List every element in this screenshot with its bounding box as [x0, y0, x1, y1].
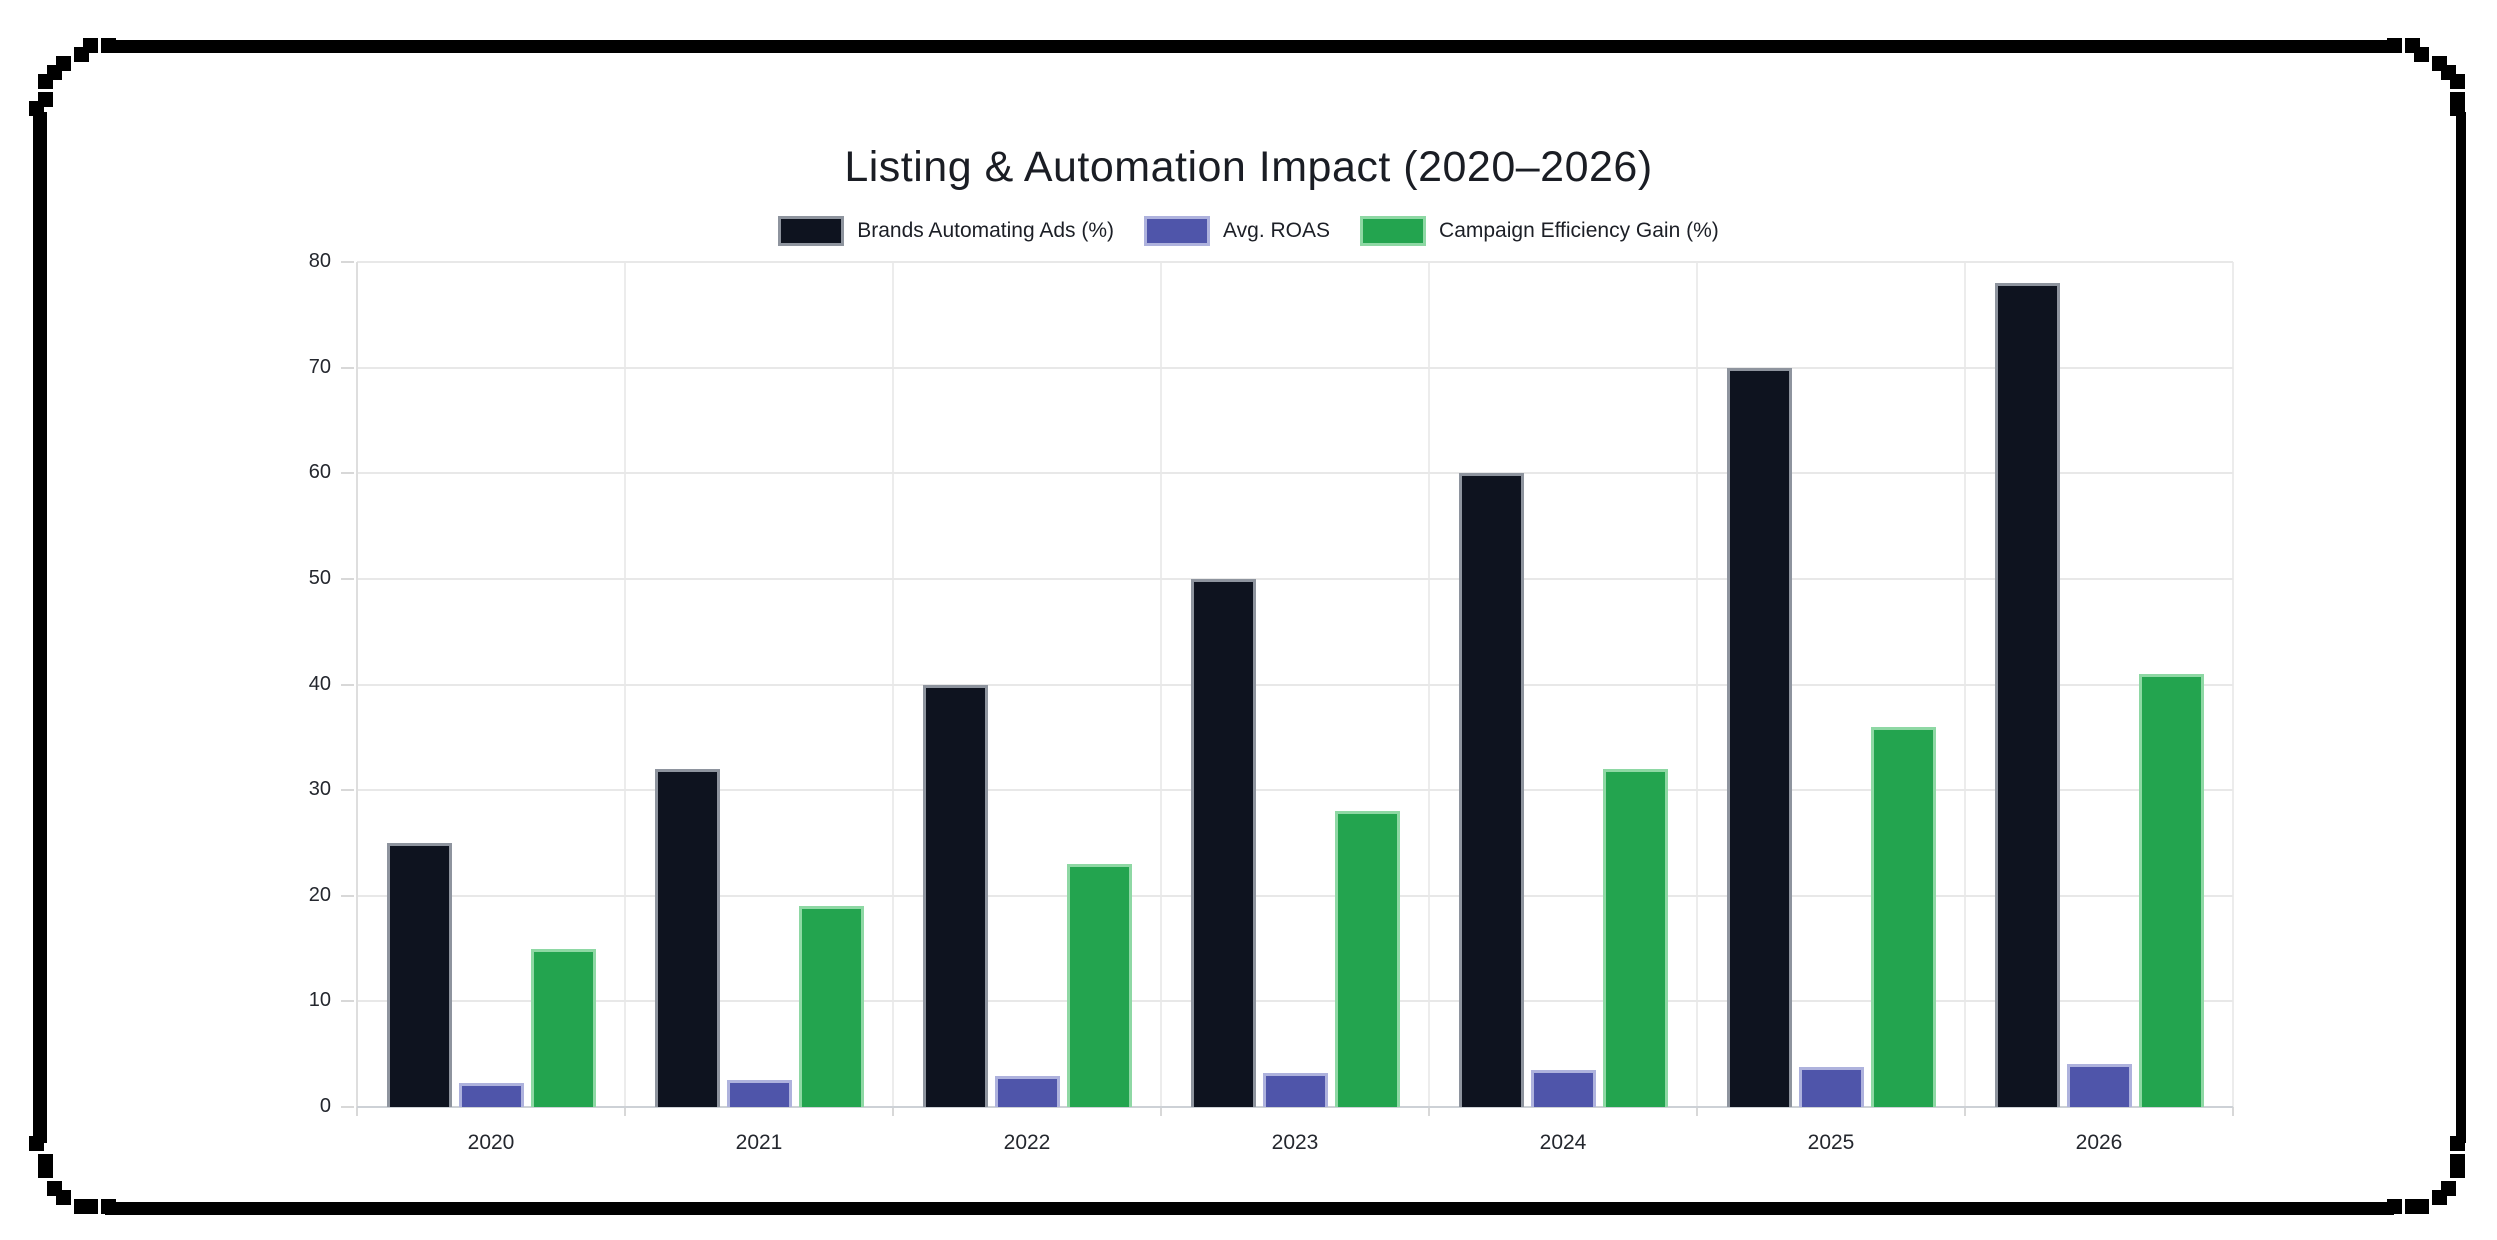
x-tick-label: 2025 [1807, 1131, 1855, 1154]
bar-campaign-efficiency-gain-2021 [798, 906, 864, 1107]
gridline-horizontal [357, 261, 2233, 263]
gridline-horizontal [357, 577, 2233, 580]
y-tick-label: 60 [308, 461, 331, 484]
legend-item-avg-roas[interactable]: Avg. ROAS [1144, 216, 1330, 246]
x-tick-label: 2020 [467, 1131, 515, 1154]
bar-campaign-efficiency-gain-2026 [2138, 673, 2204, 1107]
x-axis-tick [892, 1107, 894, 1116]
bar-campaign-efficiency-gain-2024 [1602, 769, 1668, 1107]
y-tick-label: 20 [308, 883, 331, 906]
y-tick-label: 70 [308, 355, 331, 378]
y-axis-tick [341, 1000, 354, 1003]
x-tick-label: 2024 [1539, 1131, 1587, 1154]
gridline-horizontal [357, 366, 2233, 369]
y-axis-tick [341, 894, 354, 897]
y-axis-line [356, 262, 358, 1107]
legend-swatch-campaign-efficiency-gain [1360, 216, 1427, 246]
legend-label: Campaign Efficiency Gain (%) [1439, 219, 1719, 242]
gridline-horizontal [357, 1000, 2233, 1003]
x-axis-tick [1964, 1107, 1966, 1116]
legend: Brands Automating Ads (%) Avg. ROAS Campai… [0, 216, 2497, 246]
bar-brands-automating-ads-2025 [1726, 367, 1792, 1107]
y-tick-label: 10 [308, 989, 331, 1012]
bar-brands-automating-ads-2024 [1458, 473, 1524, 1107]
bar-avg-roas-2026 [2066, 1063, 2132, 1107]
x-tick-label: 2023 [1271, 1131, 1319, 1154]
legend-label: Avg. ROAS [1223, 219, 1331, 242]
y-tick-label: 0 [319, 1095, 331, 1118]
bar-brands-automating-ads-2022 [922, 684, 988, 1107]
x-axis-tick [356, 1107, 358, 1116]
gridline-horizontal [357, 472, 2233, 475]
y-axis-tick [341, 472, 354, 475]
y-axis-tick [341, 1106, 354, 1108]
y-tick-label: 80 [308, 250, 331, 273]
bar-brands-automating-ads-2023 [1190, 578, 1256, 1107]
bar-brands-automating-ads-2021 [654, 769, 720, 1107]
gridline-horizontal [357, 894, 2233, 897]
bar-avg-roas-2022 [994, 1076, 1060, 1107]
y-tick-label: 50 [308, 566, 331, 589]
legend-swatch-brands-automating-ads [778, 216, 845, 246]
y-tick-label: 30 [308, 778, 331, 801]
gridline-horizontal [357, 683, 2233, 686]
bar-campaign-efficiency-gain-2022 [1066, 864, 1132, 1107]
x-tick-label: 2026 [2075, 1131, 2123, 1154]
x-axis-line [357, 1106, 2233, 1108]
bar-campaign-efficiency-gain-2023 [1334, 811, 1400, 1107]
x-axis-tick [1696, 1107, 1698, 1116]
bar-brands-automating-ads-2026 [1994, 283, 2060, 1107]
bar-avg-roas-2023 [1262, 1073, 1328, 1107]
gridline-vertical [2232, 262, 2234, 1107]
y-axis-tick [341, 789, 354, 792]
y-axis-tick [341, 683, 354, 686]
bar-brands-automating-ads-2020 [386, 842, 452, 1107]
x-tick-label: 2022 [1003, 1131, 1051, 1154]
legend-label: Brands Automating Ads (%) [857, 219, 1115, 242]
y-tick-label: 40 [308, 672, 331, 695]
legend-item-campaign-efficiency-gain[interactable]: Campaign Efficiency Gain (%) [1360, 216, 1719, 246]
y-axis-tick [341, 577, 354, 580]
y-axis-tick [341, 261, 354, 263]
bar-avg-roas-2020 [458, 1082, 524, 1107]
chart-title: Listing & Automation Impact (2020–2026) [844, 143, 1653, 191]
x-tick-label: 2021 [735, 1131, 783, 1154]
x-axis-tick [1160, 1107, 1162, 1116]
bar-avg-roas-2021 [726, 1079, 792, 1107]
x-axis-tick [1428, 1107, 1430, 1116]
x-axis-tick [2232, 1107, 2234, 1116]
gridline-horizontal [357, 789, 2233, 792]
bar-avg-roas-2025 [1798, 1066, 1864, 1107]
legend-swatch-avg-roas [1144, 216, 1211, 246]
bar-campaign-efficiency-gain-2020 [530, 948, 596, 1107]
x-axis-tick [624, 1107, 626, 1116]
bar-campaign-efficiency-gain-2025 [1870, 726, 1936, 1107]
bar-avg-roas-2024 [1530, 1070, 1596, 1107]
legend-item-brands-automating-ads[interactable]: Brands Automating Ads (%) [778, 216, 1114, 246]
y-axis-tick [341, 366, 354, 369]
